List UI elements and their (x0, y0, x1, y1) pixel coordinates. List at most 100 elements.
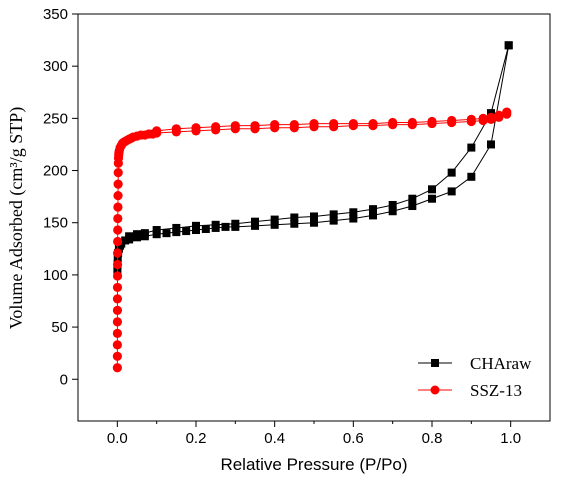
series-line-desorption (129, 45, 510, 237)
series-ssz13 (112, 107, 512, 373)
data-point-adsorption (172, 228, 181, 237)
y-tick-label: 200 (43, 163, 68, 180)
data-point-adsorption (329, 216, 338, 225)
data-point-adsorption (113, 236, 123, 247)
y-tick-label: 350 (43, 6, 68, 23)
y-tick-label: 300 (43, 58, 68, 75)
axis-tick-labels: 0.0 0.2 0.4 0.6 0.8 1.0 0 50 100 150 200 250 300 350 (43, 6, 521, 447)
data-point-desorption (140, 229, 149, 238)
data-point-desorption (427, 116, 437, 127)
data-point-desorption (494, 110, 504, 120)
data-point-desorption (388, 117, 398, 128)
data-point-desorption (447, 168, 456, 177)
data-point-desorption (486, 112, 496, 122)
data-point-desorption (270, 215, 279, 224)
data-point-adsorption (349, 214, 358, 223)
series-charaw (113, 41, 513, 275)
legend-item-charaw: CHAraw (418, 354, 532, 373)
data-point-adsorption (369, 211, 377, 220)
data-point-adsorption (112, 271, 123, 281)
data-point-desorption (290, 213, 299, 222)
data-point-adsorption (112, 340, 122, 350)
data-point-adsorption (112, 328, 123, 338)
data-point-desorption (349, 208, 358, 217)
legend: CHAraw SSZ-13 (411, 347, 546, 409)
data-point-adsorption (112, 317, 123, 327)
data-point-desorption (211, 220, 220, 229)
y-tick-label: 250 (43, 110, 68, 127)
data-point-desorption (348, 118, 358, 129)
legend-item-ssz13: SSZ-13 (418, 381, 522, 400)
data-point-adsorption (270, 220, 279, 229)
data-point-desorption (152, 226, 161, 235)
data-point-adsorption (113, 168, 123, 178)
data-point-desorption (466, 114, 476, 125)
x-tick-label: 0.0 (107, 430, 128, 447)
data-point-desorption (192, 221, 200, 230)
data-point-adsorption (487, 140, 495, 149)
data-point-adsorption (408, 202, 417, 211)
data-point-desorption (133, 230, 141, 239)
data-point-adsorption (112, 363, 122, 373)
series-layer (112, 41, 513, 373)
x-axis-title: Relative Pressure (P/Po) (220, 455, 407, 474)
y-tick-label: 100 (43, 267, 68, 284)
data-point-desorption (152, 126, 162, 136)
data-point-adsorption (182, 227, 191, 236)
data-point-desorption (211, 122, 221, 132)
x-tick-label: 0.6 (343, 430, 364, 447)
data-point-adsorption (447, 187, 456, 196)
legend-label-ssz13: SSZ-13 (470, 381, 522, 400)
data-point-adsorption (467, 172, 476, 181)
data-point-desorption (270, 120, 280, 130)
data-point-desorption (478, 113, 488, 123)
x-tick-label: 0.2 (186, 430, 207, 447)
data-point-desorption (309, 118, 319, 129)
data-point-desorption (329, 210, 338, 219)
data-point-desorption (447, 115, 457, 126)
legend-swatch-marker-charaw (431, 359, 439, 367)
x-tick-label: 1.0 (500, 430, 521, 447)
data-point-adsorption (310, 218, 318, 227)
x-tick-label: 0.4 (264, 430, 285, 447)
data-point-adsorption (388, 207, 397, 216)
y-tick-label: 50 (51, 319, 68, 336)
data-point-desorption (369, 205, 377, 214)
data-point-desorption (231, 219, 240, 228)
axis-ticks (72, 13, 512, 427)
legend-frame (411, 347, 546, 409)
y-tick-label: 150 (43, 215, 68, 232)
data-point-desorption (407, 117, 417, 128)
data-point-desorption (329, 118, 339, 129)
data-point-adsorption (112, 351, 122, 361)
data-point-adsorption (112, 305, 123, 315)
series-line-adsorption (116, 45, 510, 271)
legend-swatch-marker-ssz13 (430, 385, 440, 395)
data-point-desorption (502, 107, 512, 117)
data-point-desorption (388, 200, 397, 209)
data-point-desorption (191, 123, 201, 133)
data-point-desorption (428, 185, 436, 194)
data-point-desorption (504, 41, 513, 50)
data-point-adsorption (113, 213, 123, 224)
data-point-adsorption (113, 179, 123, 189)
data-point-adsorption (113, 190, 123, 201)
x-tick-label: 0.8 (422, 430, 443, 447)
y-axis-title: Volume Adsorbed (cm³/g STP) (6, 107, 27, 330)
data-point-adsorption (152, 230, 161, 239)
data-point-adsorption (113, 248, 123, 258)
data-point-adsorption (192, 226, 200, 235)
data-point-adsorption (290, 219, 299, 228)
data-point-adsorption (112, 282, 123, 293)
data-point-desorption (250, 121, 260, 131)
data-point-desorption (368, 118, 378, 129)
data-point-adsorption (221, 222, 230, 231)
data-point-adsorption (162, 229, 171, 238)
data-point-desorption (467, 143, 476, 152)
series-line-adsorption (116, 113, 507, 368)
y-tick-label: 0 (60, 371, 68, 388)
data-point-desorption (251, 217, 259, 226)
data-point-desorption (172, 223, 181, 232)
data-point-adsorption (201, 224, 210, 233)
